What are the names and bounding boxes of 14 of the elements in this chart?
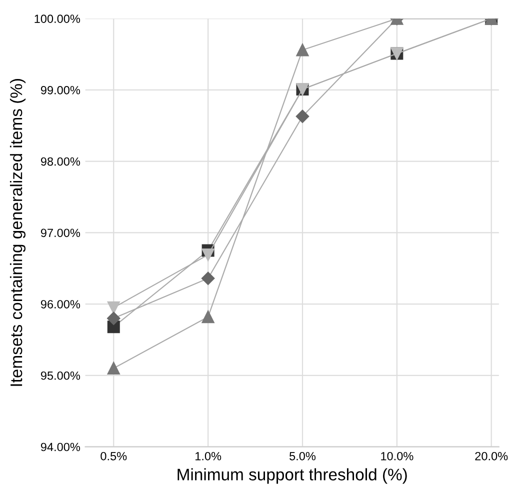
y-tick-label: 100.00%: [34, 14, 80, 23]
x-tick-label: 5.0%: [290, 452, 316, 460]
x-tick-label: 10.0%: [381, 452, 414, 460]
y-tick-label: 99.00%: [40, 86, 80, 94]
y-tick-label: 95.00%: [40, 371, 80, 380]
x-tick-label: 20.0%: [475, 452, 508, 460]
y-axis-title: Itemsets containing generalized items (%): [10, 79, 26, 386]
x-axis-title: Minimum support threshold (%): [178, 468, 407, 484]
y-tick-label: 98.00%: [40, 157, 80, 166]
y-tick-label: 94.00%: [40, 442, 80, 452]
x-tick-label: 1.0%: [196, 452, 222, 460]
x-tick-label: 0.5%: [100, 452, 127, 460]
y-tick-label: 96.00%: [40, 300, 80, 308]
y-tick-label: 97.00%: [40, 228, 80, 238]
